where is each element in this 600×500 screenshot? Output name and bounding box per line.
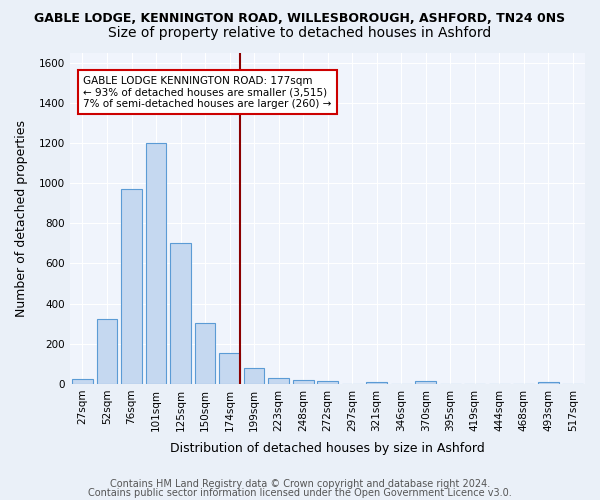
Bar	[366, 382, 387, 384]
Bar	[317, 382, 338, 384]
Bar	[146, 143, 166, 384]
Bar	[97, 318, 118, 384]
Bar	[72, 379, 93, 384]
Y-axis label: Number of detached properties: Number of detached properties	[15, 120, 28, 316]
Text: GABLE LODGE, KENNINGTON ROAD, WILLESBOROUGH, ASHFORD, TN24 0NS: GABLE LODGE, KENNINGTON ROAD, WILLESBORO…	[34, 12, 566, 26]
Bar	[268, 378, 289, 384]
Bar	[538, 382, 559, 384]
Text: Size of property relative to detached houses in Ashford: Size of property relative to detached ho…	[109, 26, 491, 40]
Text: Contains HM Land Registry data © Crown copyright and database right 2024.: Contains HM Land Registry data © Crown c…	[110, 479, 490, 489]
Text: Contains public sector information licensed under the Open Government Licence v3: Contains public sector information licen…	[88, 488, 512, 498]
Bar	[293, 380, 314, 384]
X-axis label: Distribution of detached houses by size in Ashford: Distribution of detached houses by size …	[170, 442, 485, 455]
Bar	[194, 322, 215, 384]
Bar	[219, 353, 240, 384]
Bar	[415, 382, 436, 384]
Bar	[170, 244, 191, 384]
Bar	[244, 368, 265, 384]
Text: GABLE LODGE KENNINGTON ROAD: 177sqm
← 93% of detached houses are smaller (3,515): GABLE LODGE KENNINGTON ROAD: 177sqm ← 93…	[83, 76, 331, 109]
Bar	[121, 189, 142, 384]
